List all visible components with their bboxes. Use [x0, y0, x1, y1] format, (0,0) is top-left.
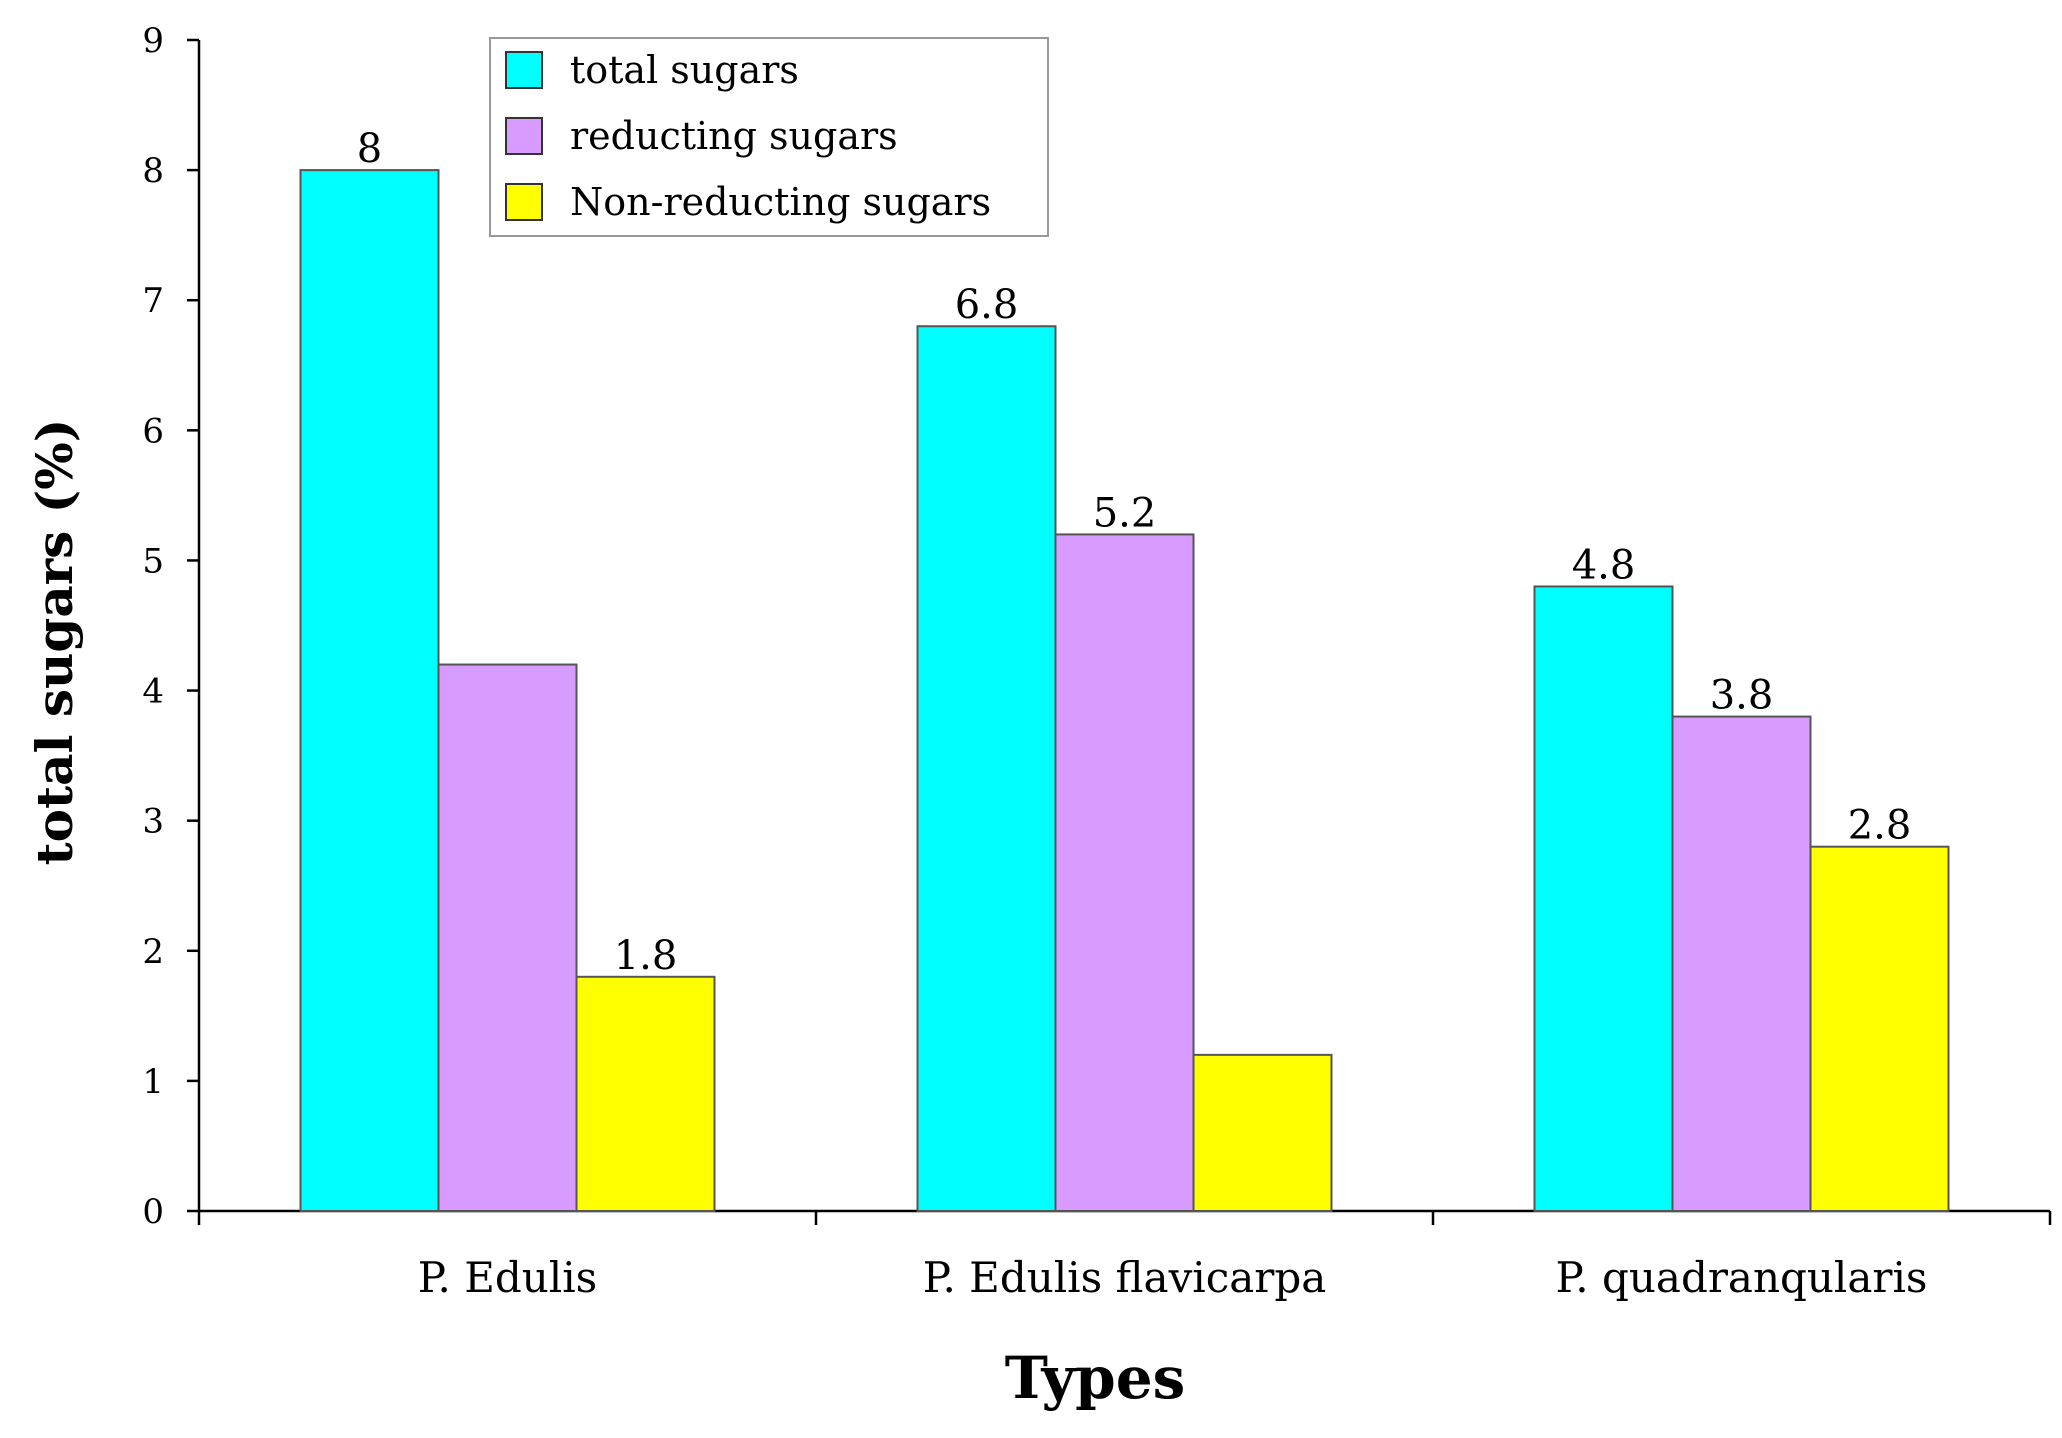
- legend-label: total sugars: [570, 48, 799, 92]
- legend-swatch-total-sugars: [505, 51, 543, 89]
- legend-label: Non-reducting sugars: [570, 180, 991, 224]
- legend-label: reducting sugars: [570, 114, 898, 158]
- plot-area: 0 1 2 3 4 5 6 7 8 9 8 1.8 P. Edulis 6.8 5.2 P. Edulis f…: [142, 21, 2052, 1302]
- y-tick-label: 6: [142, 411, 164, 451]
- bar-non-reducting-sugars-1: [1192, 1053, 1333, 1213]
- legend: total sugars reducting sugars Non-reductin…: [489, 37, 1049, 237]
- y-tick-label: 7: [142, 281, 164, 321]
- data-label: 5.2: [1093, 490, 1157, 536]
- bar-reducting-sugars-1: [1054, 533, 1195, 1212]
- data-label: 1.8: [614, 933, 678, 979]
- y-tick-label: 0: [142, 1192, 164, 1232]
- bar-non-reducting-sugars-0: [575, 975, 716, 1212]
- y-tick-label: 3: [142, 802, 164, 842]
- bar-non-reducting-sugars-2: [1809, 845, 1950, 1212]
- x-axis-title: Types: [1005, 1344, 1186, 1412]
- bar-total-sugars-2: [1533, 585, 1674, 1212]
- data-label: 8: [357, 126, 382, 172]
- y-tick-label: 5: [142, 541, 164, 581]
- data-label: 3.8: [1710, 673, 1774, 719]
- data-label: 4.8: [1572, 542, 1636, 588]
- legend-box: [489, 37, 1049, 237]
- legend-swatch-non-reducting-sugars: [505, 183, 543, 221]
- y-tick-label: 4: [142, 672, 164, 712]
- bar-reducting-sugars-0: [437, 663, 578, 1212]
- y-tick-label: 9: [142, 21, 164, 61]
- y-axis-title: total sugars (%): [25, 419, 84, 866]
- bar-reducting-sugars-2: [1671, 715, 1812, 1212]
- data-label: 6.8: [955, 282, 1019, 328]
- bar-total-sugars-1: [916, 325, 1057, 1212]
- y-tick-label: 8: [142, 151, 164, 191]
- y-tick-label: 1: [142, 1062, 164, 1102]
- bar-total-sugars-0: [299, 169, 440, 1213]
- x-category-label: P. Edulis: [418, 1253, 597, 1302]
- y-tick-label: 2: [142, 932, 164, 972]
- data-label: 2.8: [1848, 803, 1912, 849]
- x-category-label: P. quadranqularis: [1556, 1253, 1928, 1302]
- legend-swatch-reducting-sugars: [505, 117, 543, 155]
- x-category-label: P. Edulis flavicarpa: [923, 1253, 1327, 1302]
